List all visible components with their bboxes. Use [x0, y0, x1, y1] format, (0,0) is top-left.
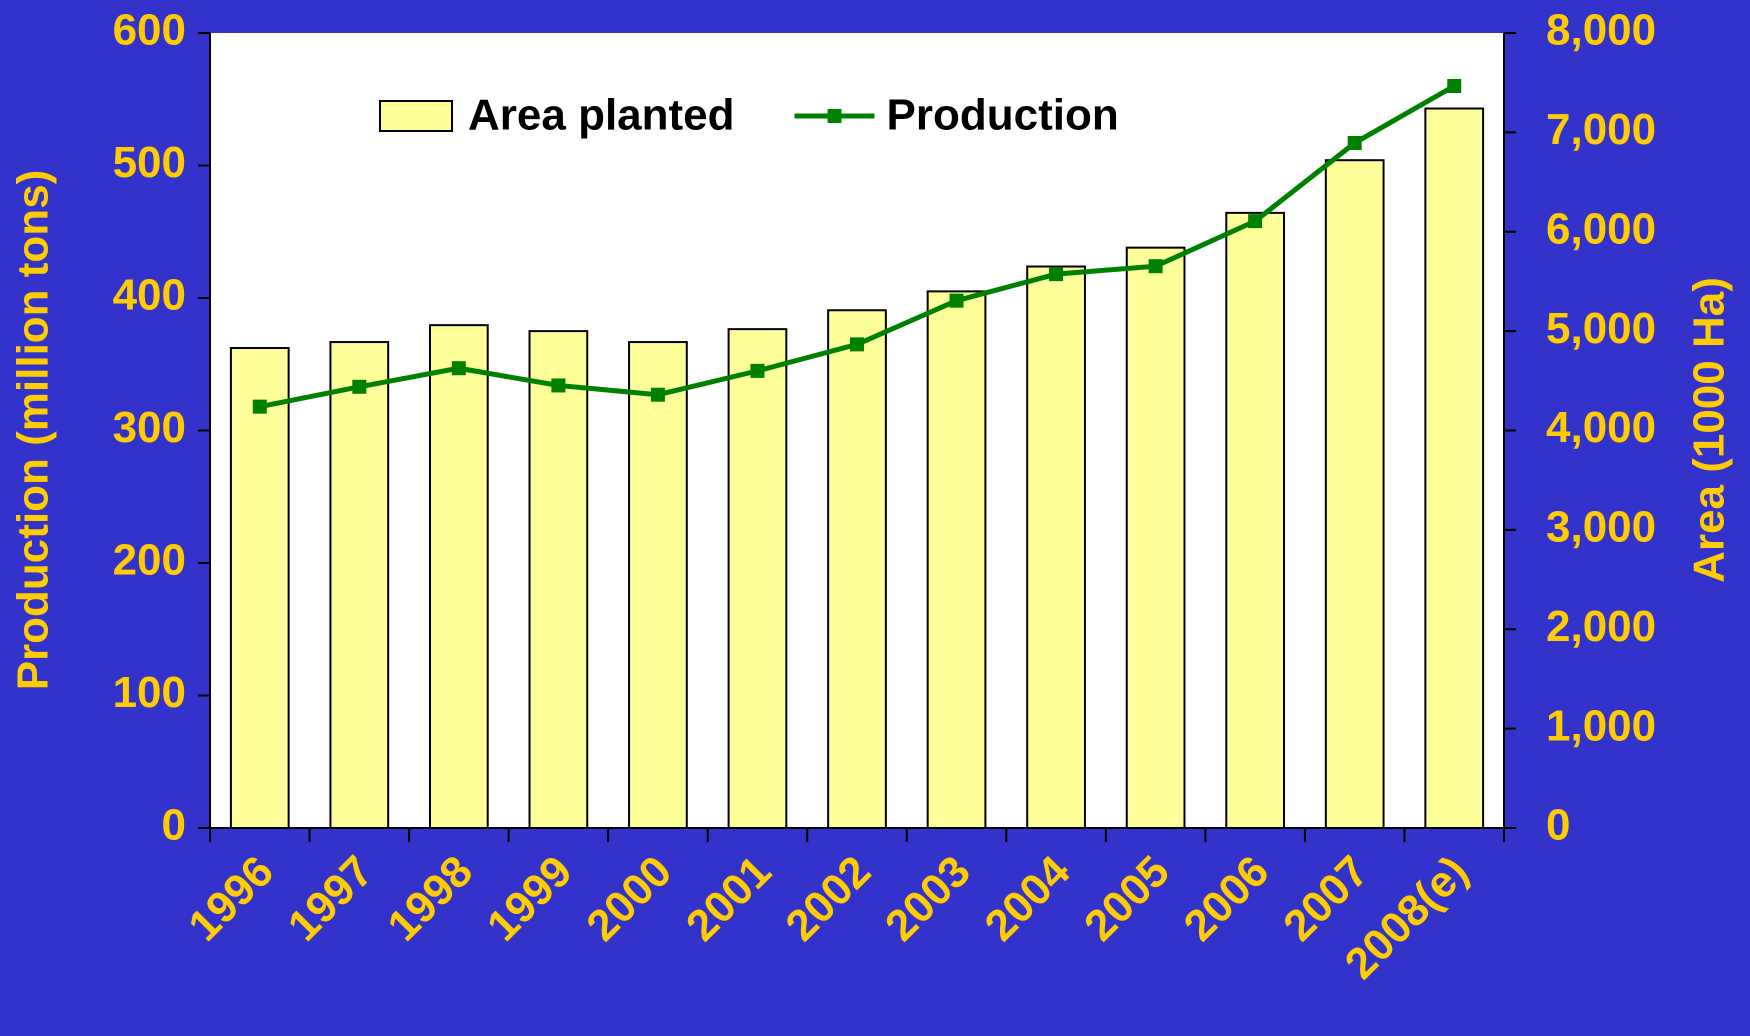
legend-label: Production [887, 91, 1119, 140]
bar [329, 341, 390, 829]
bar [528, 330, 589, 829]
line-marker [1148, 259, 1163, 274]
y-tick-label: 300 [113, 403, 186, 452]
y2-tick-label: 1,000 [1546, 701, 1656, 750]
y2-tick-label: 8,000 [1546, 6, 1656, 55]
y-tick-label: 500 [113, 138, 186, 187]
bar [1324, 159, 1385, 829]
line-marker [1347, 135, 1362, 150]
bar [926, 290, 987, 829]
bar [1026, 265, 1086, 829]
y-tick-label: 100 [113, 668, 186, 717]
line-marker [352, 379, 367, 394]
line-marker [850, 337, 864, 352]
line-marker [949, 293, 964, 308]
y-tick-label: 0 [162, 801, 186, 850]
line-marker [551, 378, 566, 393]
bar [1125, 246, 1186, 829]
line-marker [750, 363, 765, 378]
line-marker [252, 399, 267, 414]
line-marker [451, 361, 466, 376]
bar [727, 328, 788, 829]
line-marker [1447, 79, 1462, 93]
y2-tick-label: 5,000 [1546, 304, 1656, 353]
line-marker [1049, 267, 1064, 282]
y-tick-label: 400 [113, 271, 186, 320]
y-axis-title: Production (million tons) [9, 170, 58, 691]
bar [628, 341, 688, 829]
line-marker [1248, 214, 1263, 229]
legend-swatch [827, 109, 842, 123]
bar [428, 324, 489, 829]
y2-tick-label: 3,000 [1546, 503, 1656, 552]
y2-tick-label: 7,000 [1546, 105, 1656, 154]
y2-axis-title: Area (1000 Ha) [1685, 277, 1734, 583]
bar [827, 309, 887, 830]
y2-tick-label: 4,000 [1546, 403, 1656, 452]
legend-swatch [379, 100, 453, 132]
bar [229, 347, 290, 829]
y-tick-label: 200 [113, 536, 186, 585]
bar [1225, 211, 1286, 829]
legend-label: Area planted [468, 91, 735, 140]
y2-tick-label: 6,000 [1546, 204, 1656, 253]
y2-tick-label: 2,000 [1546, 602, 1656, 651]
bar [1424, 107, 1485, 829]
y-tick-label: 600 [113, 6, 186, 55]
line-marker [650, 387, 665, 402]
y2-tick-label: 0 [1546, 801, 1570, 850]
